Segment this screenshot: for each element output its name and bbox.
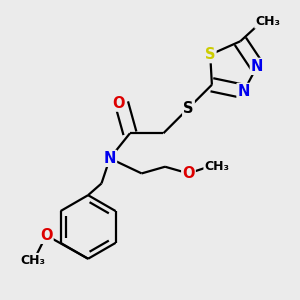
Text: S: S xyxy=(205,47,215,62)
Text: CH₃: CH₃ xyxy=(20,254,45,267)
Text: N: N xyxy=(238,84,250,99)
Text: O: O xyxy=(112,96,125,111)
Text: CH₃: CH₃ xyxy=(255,15,280,28)
Text: O: O xyxy=(182,166,195,181)
Text: N: N xyxy=(104,151,116,166)
Text: S: S xyxy=(183,101,194,116)
Text: N: N xyxy=(251,59,263,74)
Text: CH₃: CH₃ xyxy=(204,160,230,173)
Text: O: O xyxy=(40,228,52,243)
